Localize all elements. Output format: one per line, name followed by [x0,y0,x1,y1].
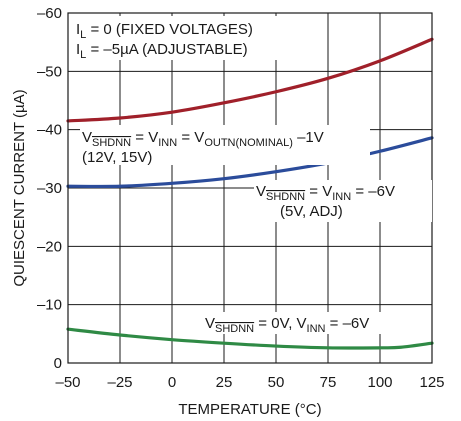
annotation-green: VSHDNN = 0V, VINN = –6V [202,312,426,335]
x-tick-label: 0 [168,374,176,391]
series-line-red [66,37,434,123]
x-tick-label: 125 [419,374,444,391]
y-tick-label: –10 [37,297,62,314]
load-condition-note: IL = 0 (FIXED VOLTAGES) IL = –5µA (ADJUS… [72,16,284,61]
note-bg [72,16,284,60]
x-tick-label: 75 [320,374,337,391]
annotation-bg [202,312,426,334]
x-tick-label: –25 [107,374,132,391]
annotation-blue-upper: VSHDNN = VINN = VOUTN(NOMINAL) –1V (12V,… [80,125,370,166]
annotation-blue-upper-line-1: VSHDNN = VINN = VOUTN(NOMINAL) –1V [82,129,324,149]
x-tick-label: –50 [55,374,80,391]
y-tick-label: –50 [37,63,62,80]
tick-labels: –50 –25 0 25 50 75 100 125 0 –10 –20 –30 –40 –50 –60 [37,5,445,391]
y-axis-title: QUIESCENT CURRENT (µA) [11,89,28,286]
series-line-blue [66,136,434,189]
y-tick-label: –30 [37,180,62,197]
annotation-blue-upper-line-2: (12V, 15V) [82,149,152,166]
note-line-2: IL = –5µA (ADJUSTABLE) [76,41,248,61]
y-tick-label: –20 [37,238,62,255]
annotation-blue-lower: VSHDNN = VINN = –6V (5V, ADJ) [254,180,432,222]
y-tick-label: –40 [37,122,62,139]
y-tick-label: 0 [54,355,62,372]
x-tick-label: 25 [216,374,233,391]
annotation-bg [254,180,432,222]
x-tick-label: 50 [268,374,285,391]
annotation-blue-lower-line-1: VSHDNN = VINN = –6V [256,183,395,203]
note-line-1: IL = 0 (FIXED VOLTAGES) [76,21,253,41]
annotation-green-line-1: VSHDNN = 0V, VINN = –6V [205,315,369,335]
annotation-blue-lower-line-2: (5V, ADJ) [280,203,343,220]
x-tick-label: 100 [367,374,392,391]
series-line-green [66,327,434,350]
y-tick-label: –60 [37,5,62,22]
annotation-bg [80,125,370,165]
x-axis-title: TEMPERATURE (°C) [178,401,321,418]
series-lines [66,37,434,350]
